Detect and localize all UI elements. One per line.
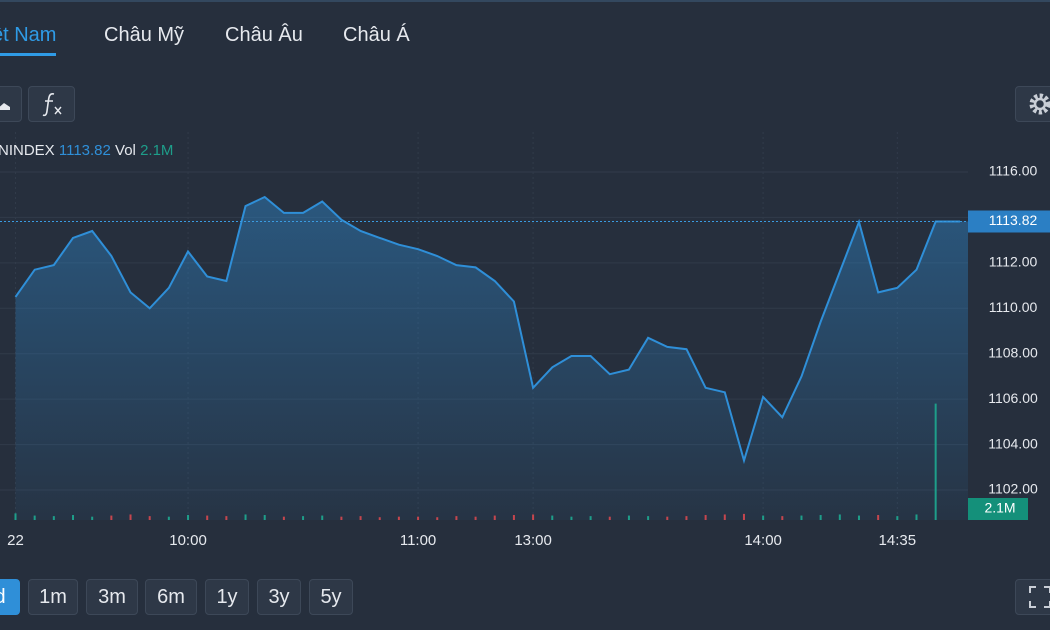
- volume-bar: [800, 515, 803, 520]
- volume-bar: [838, 514, 841, 520]
- range-button[interactable]: 1m: [28, 579, 78, 615]
- volume-bar: [321, 515, 324, 520]
- y-tick-label: 1106.00: [988, 390, 1038, 406]
- range-button[interactable]: 3m: [86, 579, 138, 615]
- volume-bar: [340, 516, 343, 520]
- volume-bar: [723, 514, 726, 520]
- chart-type-button[interactable]: [0, 86, 22, 122]
- icon: [42, 93, 62, 117]
- volume-bar: [896, 516, 899, 520]
- volume-bar: [857, 515, 860, 520]
- market-tab[interactable]: Châu Mỹ: [104, 24, 185, 46]
- volume-bar: [14, 513, 17, 520]
- last-value-badge: [968, 210, 1050, 233]
- volume-bar: [455, 516, 458, 520]
- volume-bar: [819, 515, 822, 520]
- legend-volume-name: Vol: [115, 142, 136, 159]
- range-button[interactable]: 3y: [257, 579, 301, 615]
- market-tab[interactable]: ệt Nam: [0, 24, 57, 56]
- volume-bar: [934, 403, 937, 520]
- volume-bar: [302, 516, 305, 520]
- volume-bar: [589, 516, 592, 520]
- volume-badge: [968, 498, 1028, 520]
- volume-bar: [685, 516, 688, 520]
- fullscreen-button[interactable]: [1015, 579, 1050, 615]
- x-tick-label: 13:00: [514, 532, 552, 549]
- settings-button[interactable]: [1015, 86, 1050, 122]
- legend-price: 1113.82: [59, 142, 111, 159]
- volume-bar: [91, 516, 94, 520]
- y-tick-label: 1116.00: [989, 163, 1038, 179]
- volume-bar: [915, 514, 918, 520]
- volume-bar: [647, 516, 650, 520]
- range-button[interactable]: 5y: [309, 579, 353, 615]
- legend-volume-value: 2.1M: [140, 142, 173, 159]
- volume-bar: [627, 515, 630, 520]
- volume-bar: [551, 515, 554, 520]
- market-tab[interactable]: Châu Á: [343, 24, 410, 46]
- range-button[interactable]: 1y: [205, 579, 249, 615]
- volume-bar: [378, 517, 381, 520]
- volume-bar: [72, 515, 75, 520]
- volume-bar: [110, 515, 113, 520]
- x-tick-label: 22: [7, 532, 24, 549]
- volume-bar: [417, 516, 420, 520]
- volume-bar: [436, 517, 439, 520]
- icon: [1029, 93, 1050, 115]
- volume-bar: [742, 513, 745, 520]
- volume-bar: [263, 515, 266, 520]
- y-tick-label: 1104.00: [988, 435, 1038, 451]
- volume-bar: [244, 514, 247, 520]
- market-tab[interactable]: Châu Âu: [225, 24, 303, 46]
- y-tick-label: 1110.00: [989, 299, 1038, 315]
- volume-bar: [359, 516, 362, 520]
- x-tick-label: 11:00: [400, 532, 436, 549]
- x-tick-label: 10:00: [169, 532, 207, 549]
- volume-bar: [512, 515, 515, 520]
- legend-symbol: NINDEX: [0, 142, 55, 159]
- volume-bar: [33, 515, 36, 520]
- volume-bar: [762, 515, 765, 520]
- y-tick-label: 1108.00: [988, 344, 1038, 360]
- volume-bar: [206, 515, 209, 520]
- volume-bar: [225, 516, 228, 520]
- volume-bar: [148, 516, 151, 520]
- volume-badge-label: 2.1M: [984, 500, 1015, 516]
- y-tick-label: 1102.00: [988, 481, 1038, 497]
- volume-bar: [532, 514, 535, 520]
- volume-bar: [877, 515, 880, 520]
- volume-bar: [282, 516, 285, 520]
- range-button[interactable]: d: [0, 579, 20, 615]
- volume-bar: [781, 516, 784, 520]
- last-value-label: 1113.82: [989, 212, 1038, 228]
- volume-bar: [187, 515, 190, 520]
- area-fill: [15, 197, 968, 520]
- volume-bar: [52, 516, 55, 520]
- volume-bar: [608, 516, 611, 520]
- volume-bar: [167, 516, 170, 520]
- icon: [0, 103, 10, 110]
- x-tick-label: 14:35: [879, 532, 917, 549]
- indicator-button[interactable]: [28, 86, 75, 122]
- price-line: [14, 195, 961, 465]
- icon: [1029, 586, 1050, 608]
- volume-bar: [570, 516, 573, 520]
- volume-bar: [474, 516, 477, 520]
- volume-bar: [129, 514, 132, 520]
- volume-bar: [397, 516, 400, 520]
- volume-bar: [666, 516, 669, 520]
- range-button[interactable]: 6m: [145, 579, 197, 615]
- legend: NINDEX 1113.82 Vol 2.1M: [0, 142, 173, 159]
- x-tick-label: 14:00: [744, 532, 782, 549]
- y-tick-label: 1112.00: [989, 254, 1038, 270]
- volume-bar: [704, 515, 707, 520]
- volume-bar: [493, 515, 496, 520]
